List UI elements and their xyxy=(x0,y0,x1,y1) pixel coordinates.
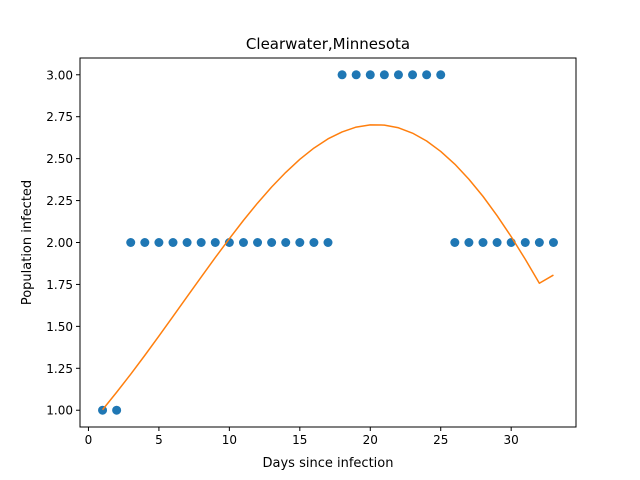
scatter-point xyxy=(436,70,446,80)
chart-title: Clearwater,Minnesota xyxy=(246,35,410,53)
plot-frame xyxy=(79,57,577,428)
scatter-point xyxy=(323,238,333,247)
scatter-point xyxy=(478,238,488,247)
scatter-point xyxy=(154,238,164,247)
y-tick-label: 1.25 xyxy=(46,362,73,376)
scatter-point xyxy=(422,70,432,80)
scatter-point xyxy=(253,238,263,247)
y-tick-label: 1.00 xyxy=(46,404,73,418)
scatter-point xyxy=(337,70,347,80)
x-tick-label: 5 xyxy=(155,433,163,447)
plot-marks xyxy=(98,70,558,415)
y-axis-ticks: 1.00 1.25 1.50 1.75 2.00 2.25 2.50 2.75 3.00 xyxy=(46,68,80,418)
scatter-point xyxy=(534,238,544,247)
scatter-point xyxy=(281,238,291,247)
scatter-point xyxy=(196,238,206,247)
scatter-point xyxy=(309,238,319,247)
x-tick-label: 30 xyxy=(504,433,519,447)
scatter-point xyxy=(238,238,248,247)
scatter-point xyxy=(548,238,558,247)
scatter-point xyxy=(112,405,122,415)
scatter-point xyxy=(520,238,530,247)
y-tick-label: 1.75 xyxy=(46,278,73,292)
scatter-point xyxy=(267,238,277,247)
x-tick-label: 25 xyxy=(433,433,448,447)
scatter-point xyxy=(168,238,178,247)
scatter-point xyxy=(98,405,108,415)
scatter-point xyxy=(492,238,502,247)
y-tick-label: 2.50 xyxy=(46,152,73,166)
x-tick-label: 0 xyxy=(85,433,93,447)
scatter-point xyxy=(379,70,389,80)
scatter-point xyxy=(224,238,234,247)
y-tick-label: 2.25 xyxy=(46,194,73,208)
scatter-point xyxy=(365,70,375,80)
x-axis-label: Days since infection xyxy=(263,456,394,471)
y-tick-label: 3.00 xyxy=(46,68,73,82)
x-tick-label: 20 xyxy=(363,433,378,447)
scatter-point xyxy=(351,70,361,80)
fit-curve-line xyxy=(101,124,554,411)
x-axis-ticks: 0 5 10 15 20 25 30 xyxy=(85,427,519,447)
scatter-point xyxy=(450,238,460,247)
y-tick-label: 2.00 xyxy=(46,236,73,250)
x-tick-label: 10 xyxy=(222,433,237,447)
scatter-point xyxy=(210,238,220,247)
y-tick-label: 1.50 xyxy=(46,320,73,334)
scatter-point xyxy=(393,70,403,80)
scatter-point xyxy=(182,238,192,247)
scatter-point xyxy=(464,238,474,247)
x-tick-label: 15 xyxy=(292,433,307,447)
y-tick-label: 2.75 xyxy=(46,110,73,124)
y-axis-label: Population infected xyxy=(20,180,35,305)
scatter-point xyxy=(126,238,136,247)
scatter-point xyxy=(140,238,150,247)
scatter-point xyxy=(295,238,305,247)
scatter-point xyxy=(408,70,418,80)
